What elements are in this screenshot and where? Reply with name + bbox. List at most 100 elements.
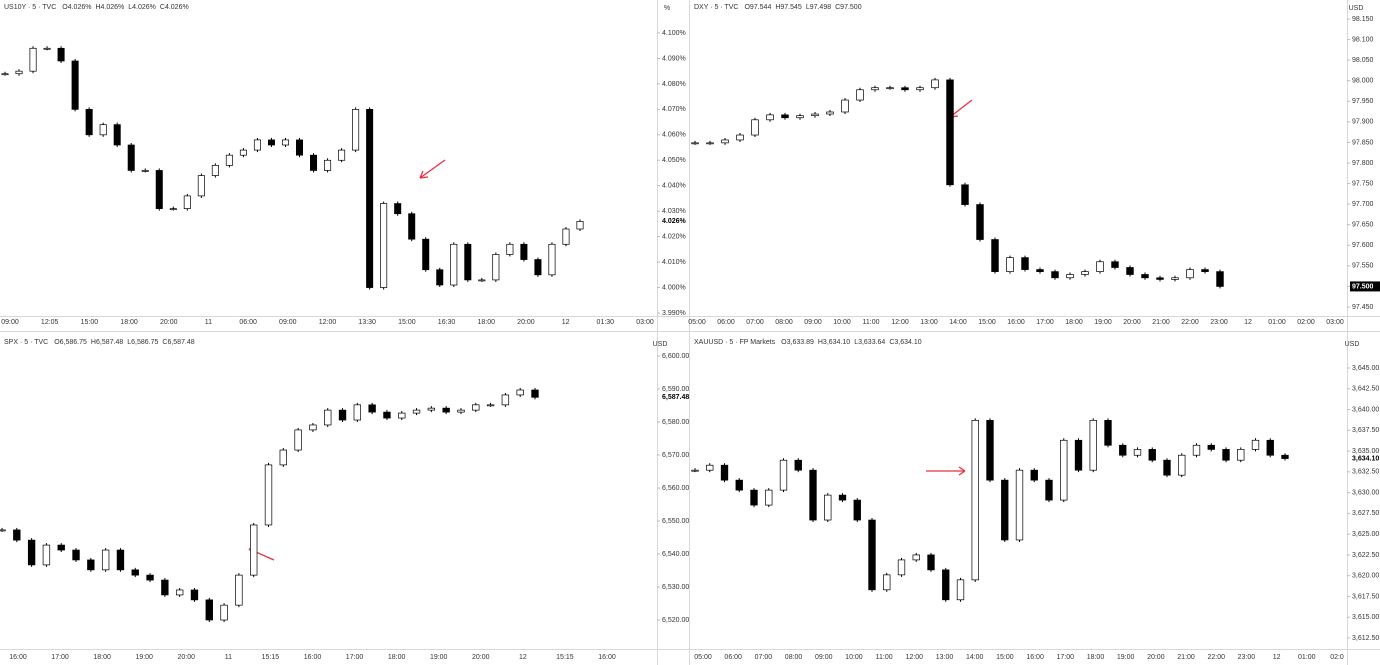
x-tick-label: 23:00	[1210, 319, 1228, 326]
candle	[1133, 449, 1142, 456]
candle	[1074, 439, 1083, 471]
candle	[394, 203, 402, 215]
candle	[1066, 274, 1074, 279]
candle	[324, 159, 332, 171]
candle	[706, 142, 714, 145]
y-tick-label: 97.600	[1352, 242, 1374, 249]
candle	[131, 569, 139, 576]
candle	[141, 170, 149, 172]
candle	[706, 464, 714, 471]
x-tick-label: 05:00	[688, 319, 706, 326]
candle	[85, 109, 93, 136]
candle	[811, 113, 819, 117]
x-tick-label: 19:00	[1117, 654, 1135, 661]
ohlc-value: C6,587.48	[162, 339, 194, 346]
x-tick-label: 15:00	[996, 654, 1014, 661]
y-tick-label: 3,642.50	[1352, 386, 1379, 393]
candle	[809, 469, 817, 521]
x-tick-label: 23:00	[1238, 654, 1256, 661]
candle	[161, 579, 169, 596]
candle	[310, 154, 318, 171]
candle	[1006, 257, 1014, 272]
y-tick-label: 97.700	[1352, 201, 1374, 208]
candle	[398, 412, 406, 419]
candle	[765, 489, 773, 506]
candle	[1207, 444, 1215, 450]
candle	[1178, 454, 1186, 476]
candle	[368, 404, 376, 413]
candle	[942, 569, 950, 601]
x-tick-label: 19:00	[1094, 319, 1112, 326]
x-tick-label: 03:00	[1326, 319, 1344, 326]
candle	[324, 409, 332, 426]
candle	[841, 99, 849, 113]
axis-unit: USD	[653, 341, 668, 348]
x-tick-label: 18:00	[477, 319, 495, 326]
candle	[486, 404, 495, 407]
ohlc-value: O4.026%	[62, 4, 91, 11]
y-tick-label: 3,622.50	[1352, 552, 1379, 559]
last-price-box	[1350, 281, 1380, 292]
candle	[450, 243, 458, 286]
y-tick-label: 97.850	[1352, 139, 1374, 146]
y-tick-label: 4.060%	[662, 132, 686, 139]
x-tick-label: 06:00	[717, 319, 735, 326]
candle	[220, 604, 228, 621]
x-tick-label: 12:00	[319, 319, 337, 326]
y-tick-label: 3,630.00	[1352, 489, 1379, 496]
candle	[472, 404, 480, 411]
candle	[548, 243, 556, 276]
candle	[1171, 277, 1179, 280]
candle	[1060, 439, 1068, 501]
ohlc-value: C4.026%	[160, 4, 189, 11]
last-price-label: 97.500	[1352, 283, 1374, 290]
x-tick-label: 12:05	[41, 319, 59, 326]
x-tick-label: 17:00	[51, 654, 69, 661]
last-price-label: 4.026%	[662, 218, 687, 225]
candle	[175, 589, 184, 596]
x-tick-label: 09:00	[1, 319, 19, 326]
x-tick-label: 18:00	[93, 654, 111, 661]
candle	[116, 549, 125, 571]
candle	[1021, 257, 1029, 270]
candle	[976, 204, 984, 240]
candle	[352, 109, 360, 151]
candle	[897, 559, 906, 576]
candle	[1216, 271, 1224, 287]
x-tick-label: 01:00	[1268, 319, 1286, 326]
candle	[279, 449, 287, 466]
candle	[838, 494, 847, 501]
candle	[1001, 479, 1009, 541]
symbol-title: US10Y · 5 · TVC	[4, 4, 56, 11]
x-tick-label: 18:00	[120, 319, 138, 326]
x-tick-label: 19:00	[430, 654, 448, 661]
candle	[169, 208, 177, 210]
candle	[43, 47, 51, 50]
y-tick-label: 3,612.50	[1352, 635, 1379, 642]
y-tick-label: 4.010%	[662, 259, 686, 266]
candle	[264, 464, 273, 526]
candle	[1036, 269, 1044, 272]
y-tick-label: 3,635.00	[1352, 448, 1379, 455]
candle	[253, 139, 261, 151]
y-tick-label: 3.990%	[662, 310, 686, 317]
candle	[1163, 459, 1171, 476]
y-tick-label: 97.750	[1352, 180, 1374, 187]
x-tick-label: 13:30	[358, 319, 376, 326]
candle	[1045, 479, 1053, 501]
candle	[1281, 454, 1289, 459]
last-price-label: 6,587.48	[662, 394, 689, 401]
candle	[1201, 269, 1209, 272]
candle	[971, 419, 979, 581]
ohlc-value: L97.498	[806, 4, 831, 11]
candle	[721, 139, 729, 144]
x-tick-label: 20:00	[160, 319, 178, 326]
y-tick-label: 3,615.00	[1352, 614, 1379, 621]
x-tick-label: 02:00	[1297, 319, 1315, 326]
y-tick-label: 3,627.50	[1352, 510, 1379, 517]
x-tick-label: 14:00	[966, 654, 984, 661]
candle	[127, 144, 135, 171]
candle	[72, 549, 80, 561]
axis-unit: %	[664, 5, 670, 12]
x-tick-label: 01:30	[597, 319, 615, 326]
